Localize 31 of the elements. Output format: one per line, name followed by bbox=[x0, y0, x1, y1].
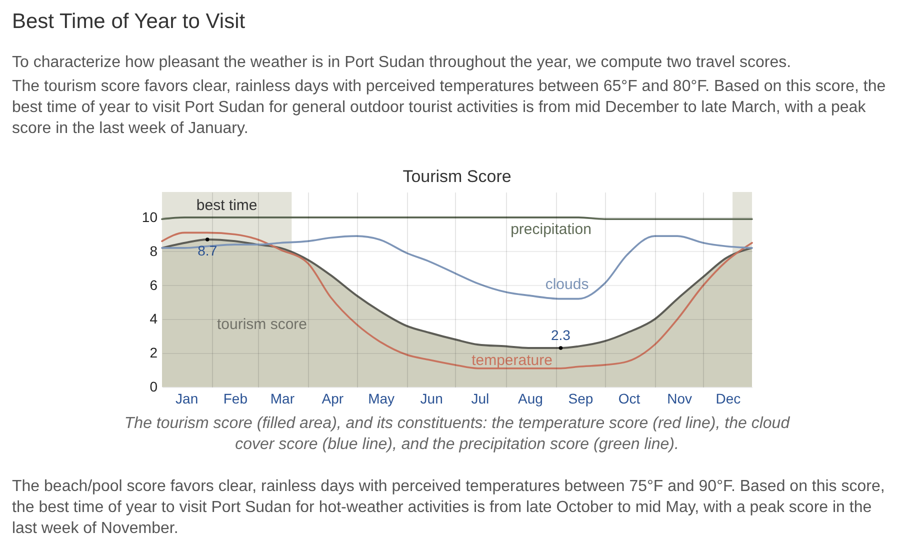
chart-title: Tourism Score bbox=[402, 167, 512, 186]
y-tick-label: 6 bbox=[150, 276, 158, 293]
series-label: precipitation bbox=[510, 221, 592, 238]
series-label: tourism score bbox=[216, 316, 308, 333]
x-tick-label: Jul bbox=[471, 390, 490, 406]
y-tick-label: 10 bbox=[142, 208, 158, 225]
band-label: best time bbox=[196, 197, 258, 214]
text: Best Time of Year to Visit bbox=[12, 9, 246, 35]
x-tick-label: May bbox=[368, 390, 395, 406]
annotation: 2.3 bbox=[551, 327, 571, 343]
y-tick-label: 0 bbox=[150, 378, 158, 394]
x-tick-label: Feb bbox=[223, 390, 248, 406]
x-tick-label: Jan bbox=[176, 390, 198, 406]
x-tick-label: Nov bbox=[667, 390, 692, 406]
x-tick-label: Sep bbox=[568, 390, 594, 406]
x-tick-label: Oct bbox=[618, 390, 640, 406]
series-label: temperature bbox=[472, 352, 552, 369]
y-tick-label: 2 bbox=[150, 344, 158, 361]
x-tick-label: Apr bbox=[322, 390, 344, 406]
annotation: 8.7 bbox=[198, 242, 218, 258]
text: The beach/pool score favors clear, rainless days with perceived temperatures between 75°F and 90°F. Based on this score, the best time of year to visit Port Sudan for hot-weather activities is from late October to mid May, with a peak score in the last week of November. bbox=[12, 477, 886, 539]
x-tick-label: Jun bbox=[420, 390, 443, 406]
text: To characterize how pleasant the weather is in Port Sudan throughout the year, we compute two travel scores. bbox=[12, 53, 792, 73]
y-tick-label: 4 bbox=[150, 310, 158, 327]
x-tick-label: Dec bbox=[716, 390, 741, 406]
x-tick-label: Mar bbox=[270, 390, 295, 406]
text: The tourism score (filled area), and its constituents: the temperature score (red line), the cloud cover score (blue line), and the precipitation score (green line). bbox=[123, 414, 791, 455]
series-label: clouds bbox=[545, 276, 589, 293]
y-tick-label: 8 bbox=[150, 242, 158, 259]
text: The tourism score favors clear, rainless days with perceived temperatures between 65°F and 80°F. Based on this score, the best time of year to visit Port Sudan for general outdoor tourist activities is from mid December to late March, with a peak score in the last week of January. bbox=[12, 77, 887, 139]
x-tick-label: Aug bbox=[518, 390, 543, 406]
